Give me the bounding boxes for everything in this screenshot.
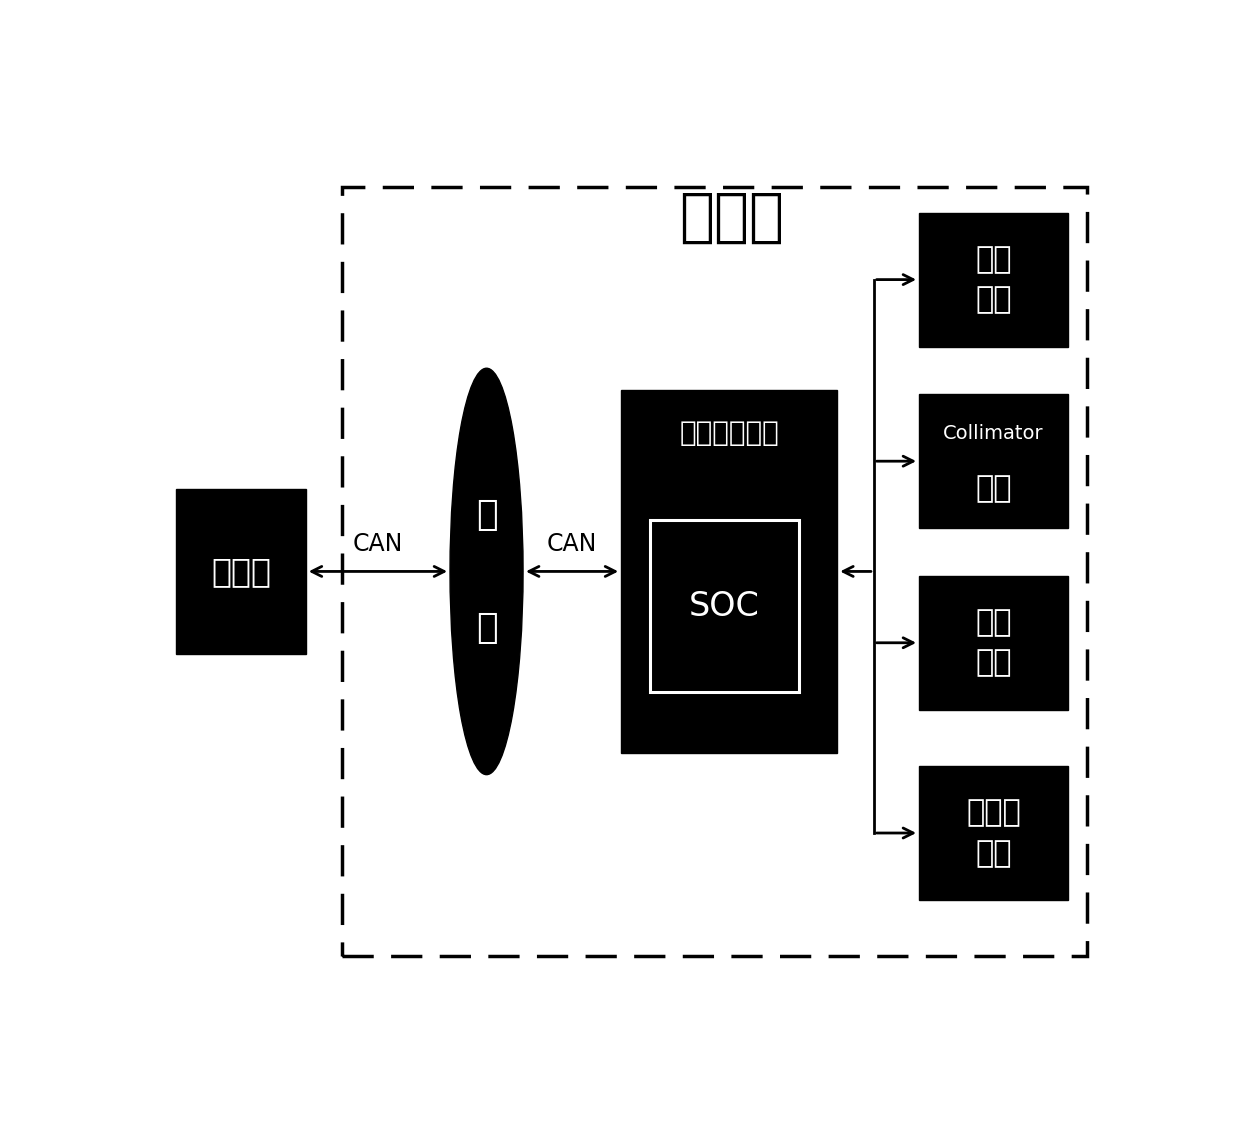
Text: 上位机: 上位机 [211, 555, 272, 588]
Bar [919, 212, 1068, 347]
Text: CAN: CAN [547, 532, 598, 556]
Text: 旋转端: 旋转端 [680, 189, 784, 246]
Text: 滑: 滑 [476, 499, 497, 532]
Text: 探测器
控制: 探测器 控制 [966, 798, 1021, 868]
Text: Collimator: Collimator [944, 424, 1044, 442]
Bar [919, 576, 1068, 710]
Bar [621, 390, 837, 754]
Bar [919, 394, 1068, 528]
Ellipse shape [450, 368, 523, 775]
Text: 环: 环 [476, 611, 497, 645]
Bar [919, 766, 1068, 900]
Text: 高压
控制: 高压 控制 [975, 608, 1012, 677]
Text: 控制: 控制 [975, 474, 1012, 503]
Text: CAN: CAN [352, 532, 403, 556]
Bar [650, 520, 799, 693]
Bar [176, 490, 306, 654]
Text: 旋转端控制板: 旋转端控制板 [680, 419, 779, 447]
Text: SOC: SOC [689, 590, 760, 622]
Text: 温度
控制: 温度 控制 [975, 245, 1012, 314]
Bar [342, 186, 1087, 957]
